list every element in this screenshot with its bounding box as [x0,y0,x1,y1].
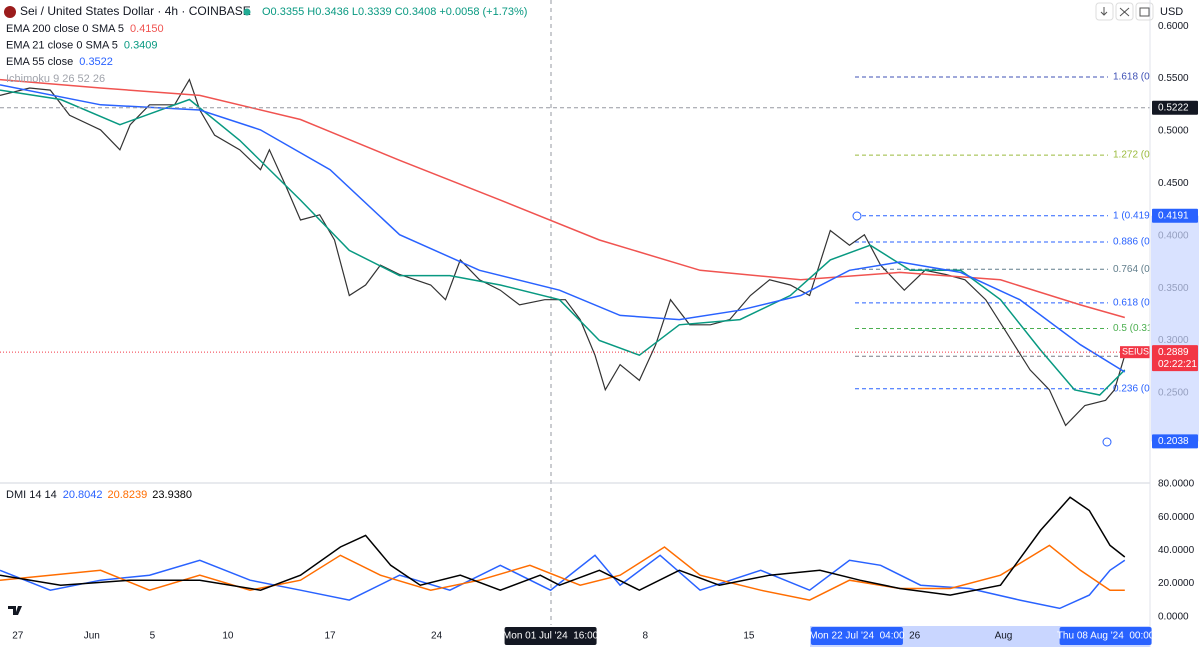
fib-anchor [1102,437,1112,447]
x-tick-label: 8 [643,631,649,642]
currency[interactable]: USD [1160,6,1183,18]
indicator-title: DMI 14 14 [6,489,57,501]
legend-value: 0.3522 [79,56,113,68]
symbol-title: Sei / United States Dollar · 4h · COINBA… [20,4,251,18]
x-tick-label: 10 [222,631,234,642]
y-tick-label: 80.0000 [1158,479,1195,490]
icons [1100,7,1150,17]
plot: 1.618 (0.55 1.272 (0.4 1 (0.4191) 0.886 (0.… [0,72,1164,610]
x-tick-label: 24 [431,631,443,642]
fib-label: 0.618 (0.33 [1113,297,1164,308]
symbol-icon [4,6,16,18]
fib-label: 0.236 (0.2 [1113,383,1158,394]
price-badge-label: 0.4191 [1158,210,1189,221]
axes: 0.60000.55000.50000.45000.40000.35000.30… [12,21,1199,645]
indicator-line [0,89,1126,396]
fib-anchor [852,211,862,221]
ohlc: O0.3355 H0.3436 L0.3339 C0.3408 +0.0058 … [262,6,527,18]
ichimoku-legend: Ichimoku 9 26 52 26 [6,73,105,85]
x-tick-label: Aug [995,631,1013,642]
x-highlight-box [504,627,597,645]
x-highlight-label: Thu 08 Aug '24 00:00 [1057,631,1155,642]
symbol-tag: SEIUSD [1122,347,1156,357]
x-highlight-box [810,627,903,645]
countdown: 02:22:21 [1158,359,1197,370]
fib-label: 1.272 (0.4 [1113,150,1158,161]
toolbar [1095,2,1154,21]
fib-label: 0.764 (0.36 [1113,264,1164,275]
price-line [0,78,1126,427]
legend-value: 0.4150 [130,23,164,35]
y-tick-label: 0.5500 [1158,73,1189,84]
x-tick-label: 26 [909,631,921,642]
price-range-band [1151,215,1199,442]
legend-name: EMA 55 close [6,56,73,68]
logo [8,606,22,615]
legend-value: 23.9380 [152,489,192,501]
legend-name: EMA 21 close 0 SMA 5 [6,39,118,51]
indicator-line [0,544,1125,601]
x-tick-label: 17 [324,631,336,642]
symbol-tag-bg [1120,346,1150,359]
y-tick-label: 40.0000 [1158,545,1195,556]
y-tick-label: 0.0000 [1158,611,1189,622]
legend-value: 20.8239 [108,489,148,501]
y-tick-label: 60.0000 [1158,512,1195,523]
button[interactable] [1095,2,1114,21]
legend-name: EMA 200 close 0 SMA 5 [6,23,124,35]
indicator-line [0,78,1126,319]
x-tick-label: 5 [150,631,156,642]
price-badge-label: 0.2889 [1158,347,1189,358]
indicator-line [0,554,1126,610]
price-badge [1152,345,1198,372]
price-badge [1152,208,1198,223]
fib-label: 1 (0.4191) [1113,210,1159,221]
button[interactable] [1115,2,1134,21]
x-tick-label: Jun [84,631,100,642]
price-badge-label: 0.2038 [1158,436,1189,447]
legend-value: 20.8042 [63,489,103,501]
y-tick-label: 20.0000 [1158,578,1195,589]
market-status [243,8,251,16]
y-tick-label: 0.5000 [1158,126,1189,137]
indicator-line [0,496,1126,596]
x-highlight-label: Mon 01 Jul '24 16:00 [503,631,599,642]
x-highlight-label: Mon 22 Jul '24 04:00 [809,631,905,642]
x-tick-label: 15 [743,631,755,642]
y-tick-label: 0.4500 [1158,178,1189,189]
x-tick-label: 27 [12,631,24,642]
price-badge [1152,100,1198,115]
x-highlight-box [1059,627,1152,645]
button[interactable] [1135,2,1154,21]
price-badge-label: 0.5222 [1158,102,1189,113]
tv-logo [8,606,22,615]
fib-label: 0.886 (0.39 [1113,237,1164,248]
y-tick-label: 0.6000 [1158,21,1189,32]
fib-label: 0.5 (0.3115 [1113,323,1163,334]
fib-label: 1.618 (0.55 [1113,72,1164,83]
indicator-line [0,84,1126,373]
price-badge [1152,434,1198,449]
legend-value: 0.3409 [124,39,158,51]
